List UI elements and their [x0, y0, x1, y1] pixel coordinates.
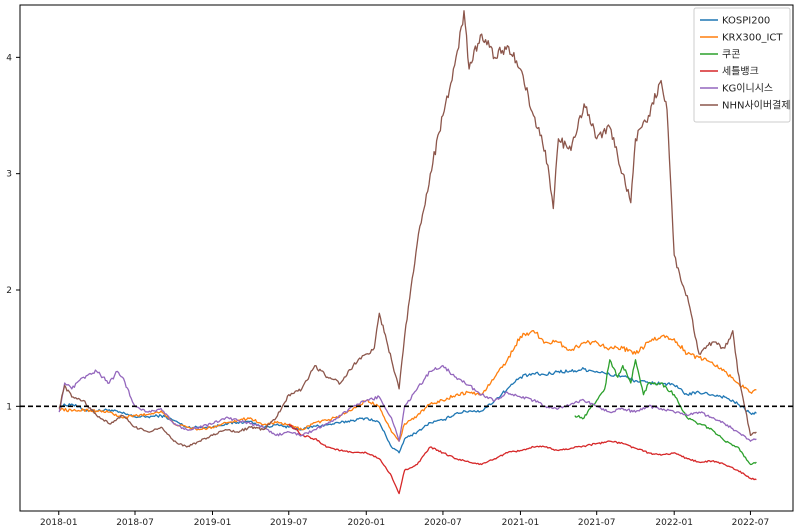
- series-line: [574, 359, 757, 466]
- series-line: [288, 423, 757, 495]
- y-tick-label: 3: [6, 170, 12, 180]
- y-tick-label: 1: [6, 402, 12, 412]
- x-tick-label: 2020-01: [347, 518, 385, 528]
- y-tick-label: 4: [6, 53, 12, 63]
- x-tick-label: 2018-01: [40, 518, 78, 528]
- y-tick-label: 2: [6, 286, 12, 296]
- legend-label: KG이니시스: [722, 83, 773, 95]
- series-line: [58, 10, 757, 448]
- x-tick-label: 2019-07: [270, 518, 308, 528]
- x-axis: 2018-01 2018-07 2019-01 2019-07 2020-01 2020-…: [40, 511, 769, 528]
- series-line: [58, 330, 757, 442]
- x-tick-label: 2018-07: [116, 518, 154, 528]
- y-axis: 1 2 3 4: [6, 53, 20, 412]
- series-line: [58, 364, 757, 442]
- legend-label: NHN사이버결제: [722, 100, 790, 112]
- legend-label: 세틀뱅크: [722, 66, 759, 78]
- x-tick-label: 2022-01: [655, 518, 693, 528]
- x-tick-label: 2022-07: [732, 518, 770, 528]
- legend-label: 쿠콘: [722, 49, 740, 61]
- x-tick-label: 2021-01: [502, 518, 540, 528]
- legend-label: KOSPI200: [722, 16, 770, 27]
- series-layer: [58, 10, 757, 495]
- x-tick-label: 2019-01: [194, 518, 232, 528]
- x-tick-label: 2020-07: [424, 518, 462, 528]
- series-line: [58, 367, 757, 454]
- x-tick-label: 2021-07: [578, 518, 616, 528]
- legend-label: KRX300_ICT: [722, 33, 783, 44]
- plot-frame: [19, 4, 794, 512]
